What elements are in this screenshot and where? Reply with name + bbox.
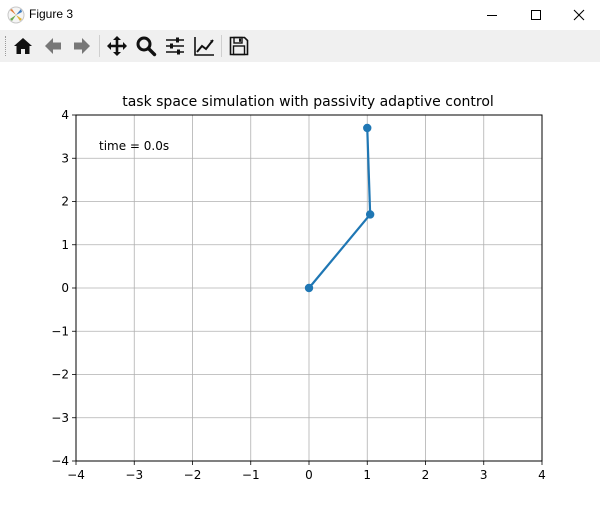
time-annotation: time = 0.0s bbox=[99, 139, 169, 153]
axes-edit-button[interactable] bbox=[191, 33, 217, 59]
window-title: Figure 3 bbox=[29, 7, 74, 21]
home-button[interactable] bbox=[10, 33, 36, 59]
x-tick-label: −2 bbox=[184, 468, 202, 482]
navigation-toolbar bbox=[0, 30, 600, 62]
move-arrows-icon bbox=[107, 36, 127, 56]
line-chart-icon bbox=[194, 37, 214, 56]
y-tick-label: 3 bbox=[61, 151, 69, 165]
arrow-left-icon bbox=[45, 38, 61, 54]
data-point bbox=[304, 283, 314, 293]
x-tick-label: 0 bbox=[305, 468, 313, 482]
y-tick-label: −4 bbox=[51, 454, 69, 468]
close-button[interactable] bbox=[556, 0, 600, 30]
floppy-disk-icon bbox=[229, 36, 249, 56]
x-tick-label: 4 bbox=[538, 468, 546, 482]
y-tick-label: 0 bbox=[61, 281, 69, 295]
y-tick-label: 2 bbox=[61, 195, 69, 209]
y-tick-label: 4 bbox=[61, 108, 69, 122]
axis-ticks: −4 −3 −2 −1 0 1 2 3 4 −4 −3 −2 −1 0 1 2 3 4 bbox=[51, 108, 546, 482]
plot-title: task space simulation with passivity ada… bbox=[122, 94, 494, 110]
back-button[interactable] bbox=[40, 33, 66, 59]
app-icon bbox=[7, 6, 25, 24]
pan-button[interactable] bbox=[104, 33, 130, 59]
x-tick-label: 3 bbox=[480, 468, 488, 482]
data-point bbox=[365, 210, 375, 219]
zoom-button[interactable] bbox=[133, 33, 159, 59]
magnifier-icon bbox=[136, 36, 157, 57]
save-button[interactable] bbox=[226, 33, 252, 59]
close-icon bbox=[573, 9, 585, 21]
toolbar-separator bbox=[99, 35, 100, 57]
arrow-right-icon bbox=[74, 38, 90, 54]
sliders-icon bbox=[166, 37, 184, 55]
maximize-icon bbox=[531, 10, 541, 20]
y-tick-label: −1 bbox=[51, 324, 69, 338]
data-point bbox=[363, 123, 372, 133]
y-tick-label: 1 bbox=[61, 238, 69, 252]
series-line bbox=[308, 127, 372, 289]
subplots-button[interactable] bbox=[162, 33, 188, 59]
toolbar-separator bbox=[221, 35, 222, 57]
forward-button[interactable] bbox=[69, 33, 95, 59]
axes-frame bbox=[75, 114, 543, 462]
minimize-icon bbox=[487, 15, 497, 16]
series-layer bbox=[304, 123, 375, 293]
y-tick-label: −2 bbox=[51, 368, 69, 382]
y-tick-label: −3 bbox=[51, 411, 69, 425]
minimize-button[interactable] bbox=[469, 0, 515, 30]
window-titlebar: Figure 3 bbox=[0, 0, 600, 30]
x-tick-label: −1 bbox=[242, 468, 260, 482]
x-tick-label: −4 bbox=[67, 468, 85, 482]
home-icon bbox=[14, 38, 32, 54]
figure-canvas[interactable]: task space simulation with passivity ada… bbox=[0, 62, 600, 510]
toolbar-grip[interactable] bbox=[5, 36, 8, 56]
x-tick-label: 1 bbox=[363, 468, 371, 482]
plot-svg: task space simulation with passivity ada… bbox=[51, 94, 546, 482]
maximize-button[interactable] bbox=[513, 0, 559, 30]
x-tick-label: −3 bbox=[125, 468, 143, 482]
x-tick-label: 2 bbox=[422, 468, 430, 482]
